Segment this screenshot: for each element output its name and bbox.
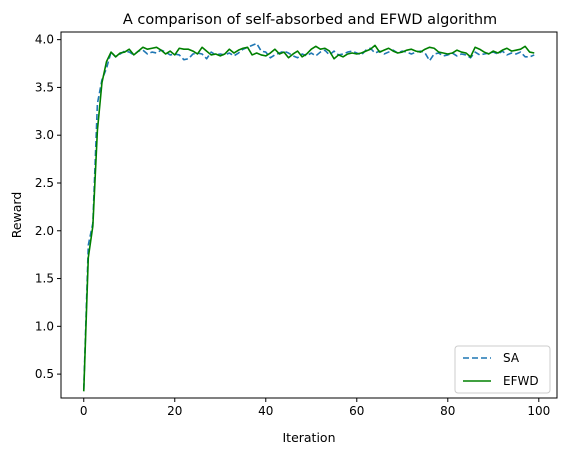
- legend-label-sa: SA: [503, 351, 520, 365]
- x-tick-label: 40: [258, 404, 273, 418]
- series-line-efwd: [82, 44, 535, 392]
- x-axis: 0 20 40 60 80 100: [80, 398, 550, 418]
- legend-label-efwd: EFWD: [503, 374, 539, 388]
- y-axis: 0.5 1.0 1.5 2.0 2.5 3.0 3.5 4.0: [35, 33, 61, 381]
- y-tick-label: 4.0: [35, 33, 54, 47]
- y-tick-label: 0.5: [35, 367, 54, 381]
- y-tick-label: 3.5: [35, 80, 54, 94]
- x-tick-label: 20: [167, 404, 182, 418]
- y-tick-label: 3.0: [35, 128, 54, 142]
- series-layer: [82, 42, 535, 392]
- legend: SA EFWD: [454, 345, 551, 394]
- series-line-sa: [82, 42, 535, 390]
- x-tick-label: 60: [349, 404, 364, 418]
- plot-frame: [60, 31, 558, 399]
- plot-area: [60, 31, 558, 399]
- x-axis-label: Iteration: [282, 430, 335, 445]
- chart-title: A comparison of self-absorbed and EFWD a…: [123, 12, 497, 28]
- x-tick-label: 0: [80, 404, 88, 418]
- x-tick-label: 80: [440, 404, 455, 418]
- y-tick-label: 2.0: [35, 224, 54, 238]
- y-tick-label: 1.0: [35, 319, 54, 333]
- y-tick-label: 2.5: [35, 176, 54, 190]
- y-axis-label: Reward: [9, 192, 24, 239]
- x-tick-label: 100: [527, 404, 550, 418]
- y-tick-label: 1.5: [35, 272, 54, 286]
